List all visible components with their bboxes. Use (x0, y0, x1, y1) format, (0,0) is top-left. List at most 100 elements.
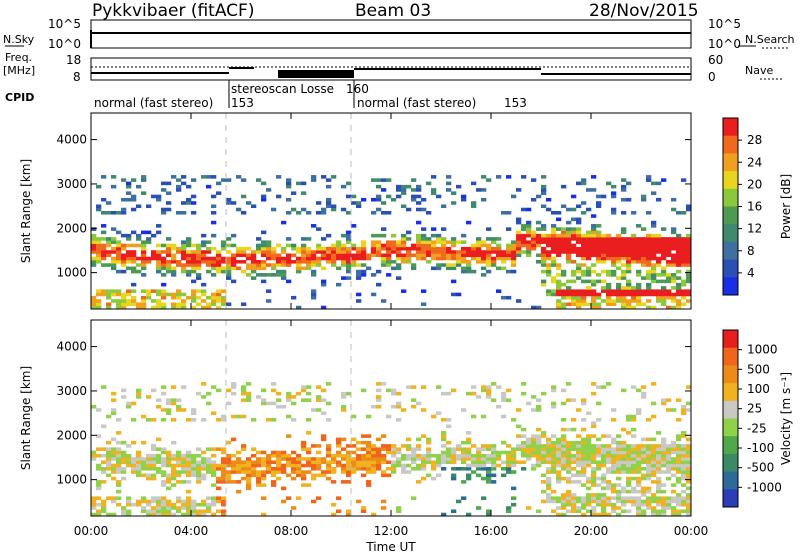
echo-cell (556, 437, 562, 442)
echo-cell (301, 207, 307, 212)
echo-cell (621, 502, 627, 507)
echo-cell (686, 444, 692, 448)
echo-cell (251, 418, 257, 422)
echo-cell (301, 246, 307, 251)
echo-cell (606, 243, 612, 248)
echo-cell (141, 299, 147, 303)
echo-cell (671, 509, 677, 514)
echo-cell (661, 512, 667, 517)
echo-cell (556, 253, 562, 258)
echo-cell (281, 467, 287, 471)
echo-cell (281, 404, 287, 409)
echo-cell (686, 450, 692, 455)
echo-cell (626, 243, 632, 248)
echo-cell (141, 499, 147, 504)
echo-cell (136, 256, 142, 261)
echo-cell (131, 197, 137, 202)
echo-cell (191, 253, 197, 258)
echo-cell (581, 502, 587, 507)
echo-cell (216, 418, 222, 422)
echo-cell (671, 447, 677, 451)
echo-cell (566, 279, 572, 284)
echo-cell (456, 453, 462, 458)
echo-cell (471, 391, 477, 396)
echo-cell (381, 243, 387, 248)
echo-cell (261, 194, 267, 199)
echo-cell (301, 447, 307, 451)
echo-cell (436, 457, 442, 461)
echo-cell (671, 243, 677, 248)
echo-cell (301, 440, 307, 445)
echo-cell (616, 444, 622, 448)
echo-cell (591, 496, 597, 500)
echo-cell (561, 184, 567, 189)
echo-cell (666, 476, 672, 481)
echo-cell (521, 467, 527, 471)
echo-cell (381, 434, 387, 438)
echo-cell (656, 295, 662, 300)
echo-cell (651, 243, 657, 248)
echo-cell (681, 453, 687, 458)
echo-cell (521, 447, 527, 451)
echo-cell (651, 493, 657, 497)
echo-cell (526, 250, 532, 254)
echo-cell (566, 509, 572, 514)
echo-cell (616, 276, 622, 280)
echo-cell (341, 404, 347, 409)
echo-cell (266, 470, 272, 474)
echo-cell (536, 404, 542, 409)
echo-cell (476, 460, 482, 465)
echo-cell (451, 292, 457, 297)
echo-cell (351, 463, 357, 468)
echo-cell (391, 388, 397, 393)
echo-cell (491, 473, 497, 478)
echo-cell (421, 240, 427, 244)
echo-cell (576, 292, 582, 297)
echo-cell (676, 444, 682, 448)
echo-cell (686, 289, 692, 293)
echo-cell (326, 460, 332, 465)
echo-cell (626, 496, 632, 500)
echo-cell (246, 395, 252, 399)
echo-cell (176, 398, 182, 402)
echo-cell (156, 224, 162, 228)
echo-cell (246, 483, 252, 487)
echo-cell (421, 302, 427, 307)
echo-cell (351, 194, 357, 199)
echo-cell (296, 453, 302, 458)
echo-cell (551, 404, 557, 409)
echo-cell (361, 240, 367, 244)
echo-cell (241, 388, 247, 393)
echo-cell (156, 253, 162, 258)
echo-cell (186, 489, 192, 494)
echo-cell (371, 470, 377, 474)
echo-cell (241, 260, 247, 264)
echo-cell (666, 463, 672, 468)
echo-cell (501, 260, 507, 264)
echo-cell (271, 266, 277, 271)
echo-cell (576, 269, 582, 274)
echo-cell (371, 404, 377, 409)
echo-cell (476, 240, 482, 244)
echo-cell (656, 279, 662, 284)
echo-cell (151, 473, 157, 478)
echo-cell (166, 201, 172, 205)
echo-cell (526, 437, 532, 442)
echo-cell (641, 197, 647, 202)
echo-cell (641, 227, 647, 231)
echo-cell (301, 457, 307, 461)
echo-cell (416, 233, 422, 238)
echo-cell (416, 401, 422, 406)
echo-cell (371, 444, 377, 448)
echo-cell (226, 250, 232, 254)
echo-cell (196, 470, 202, 474)
echo-cell (466, 431, 472, 435)
echo-cell (151, 305, 157, 310)
echo-cell (636, 467, 642, 471)
echo-cell (366, 444, 372, 448)
echo-cell (266, 463, 272, 468)
echo-cell (256, 266, 262, 271)
echo-cell (306, 385, 312, 389)
echo-cell (561, 302, 567, 307)
echo-cell (631, 286, 637, 290)
